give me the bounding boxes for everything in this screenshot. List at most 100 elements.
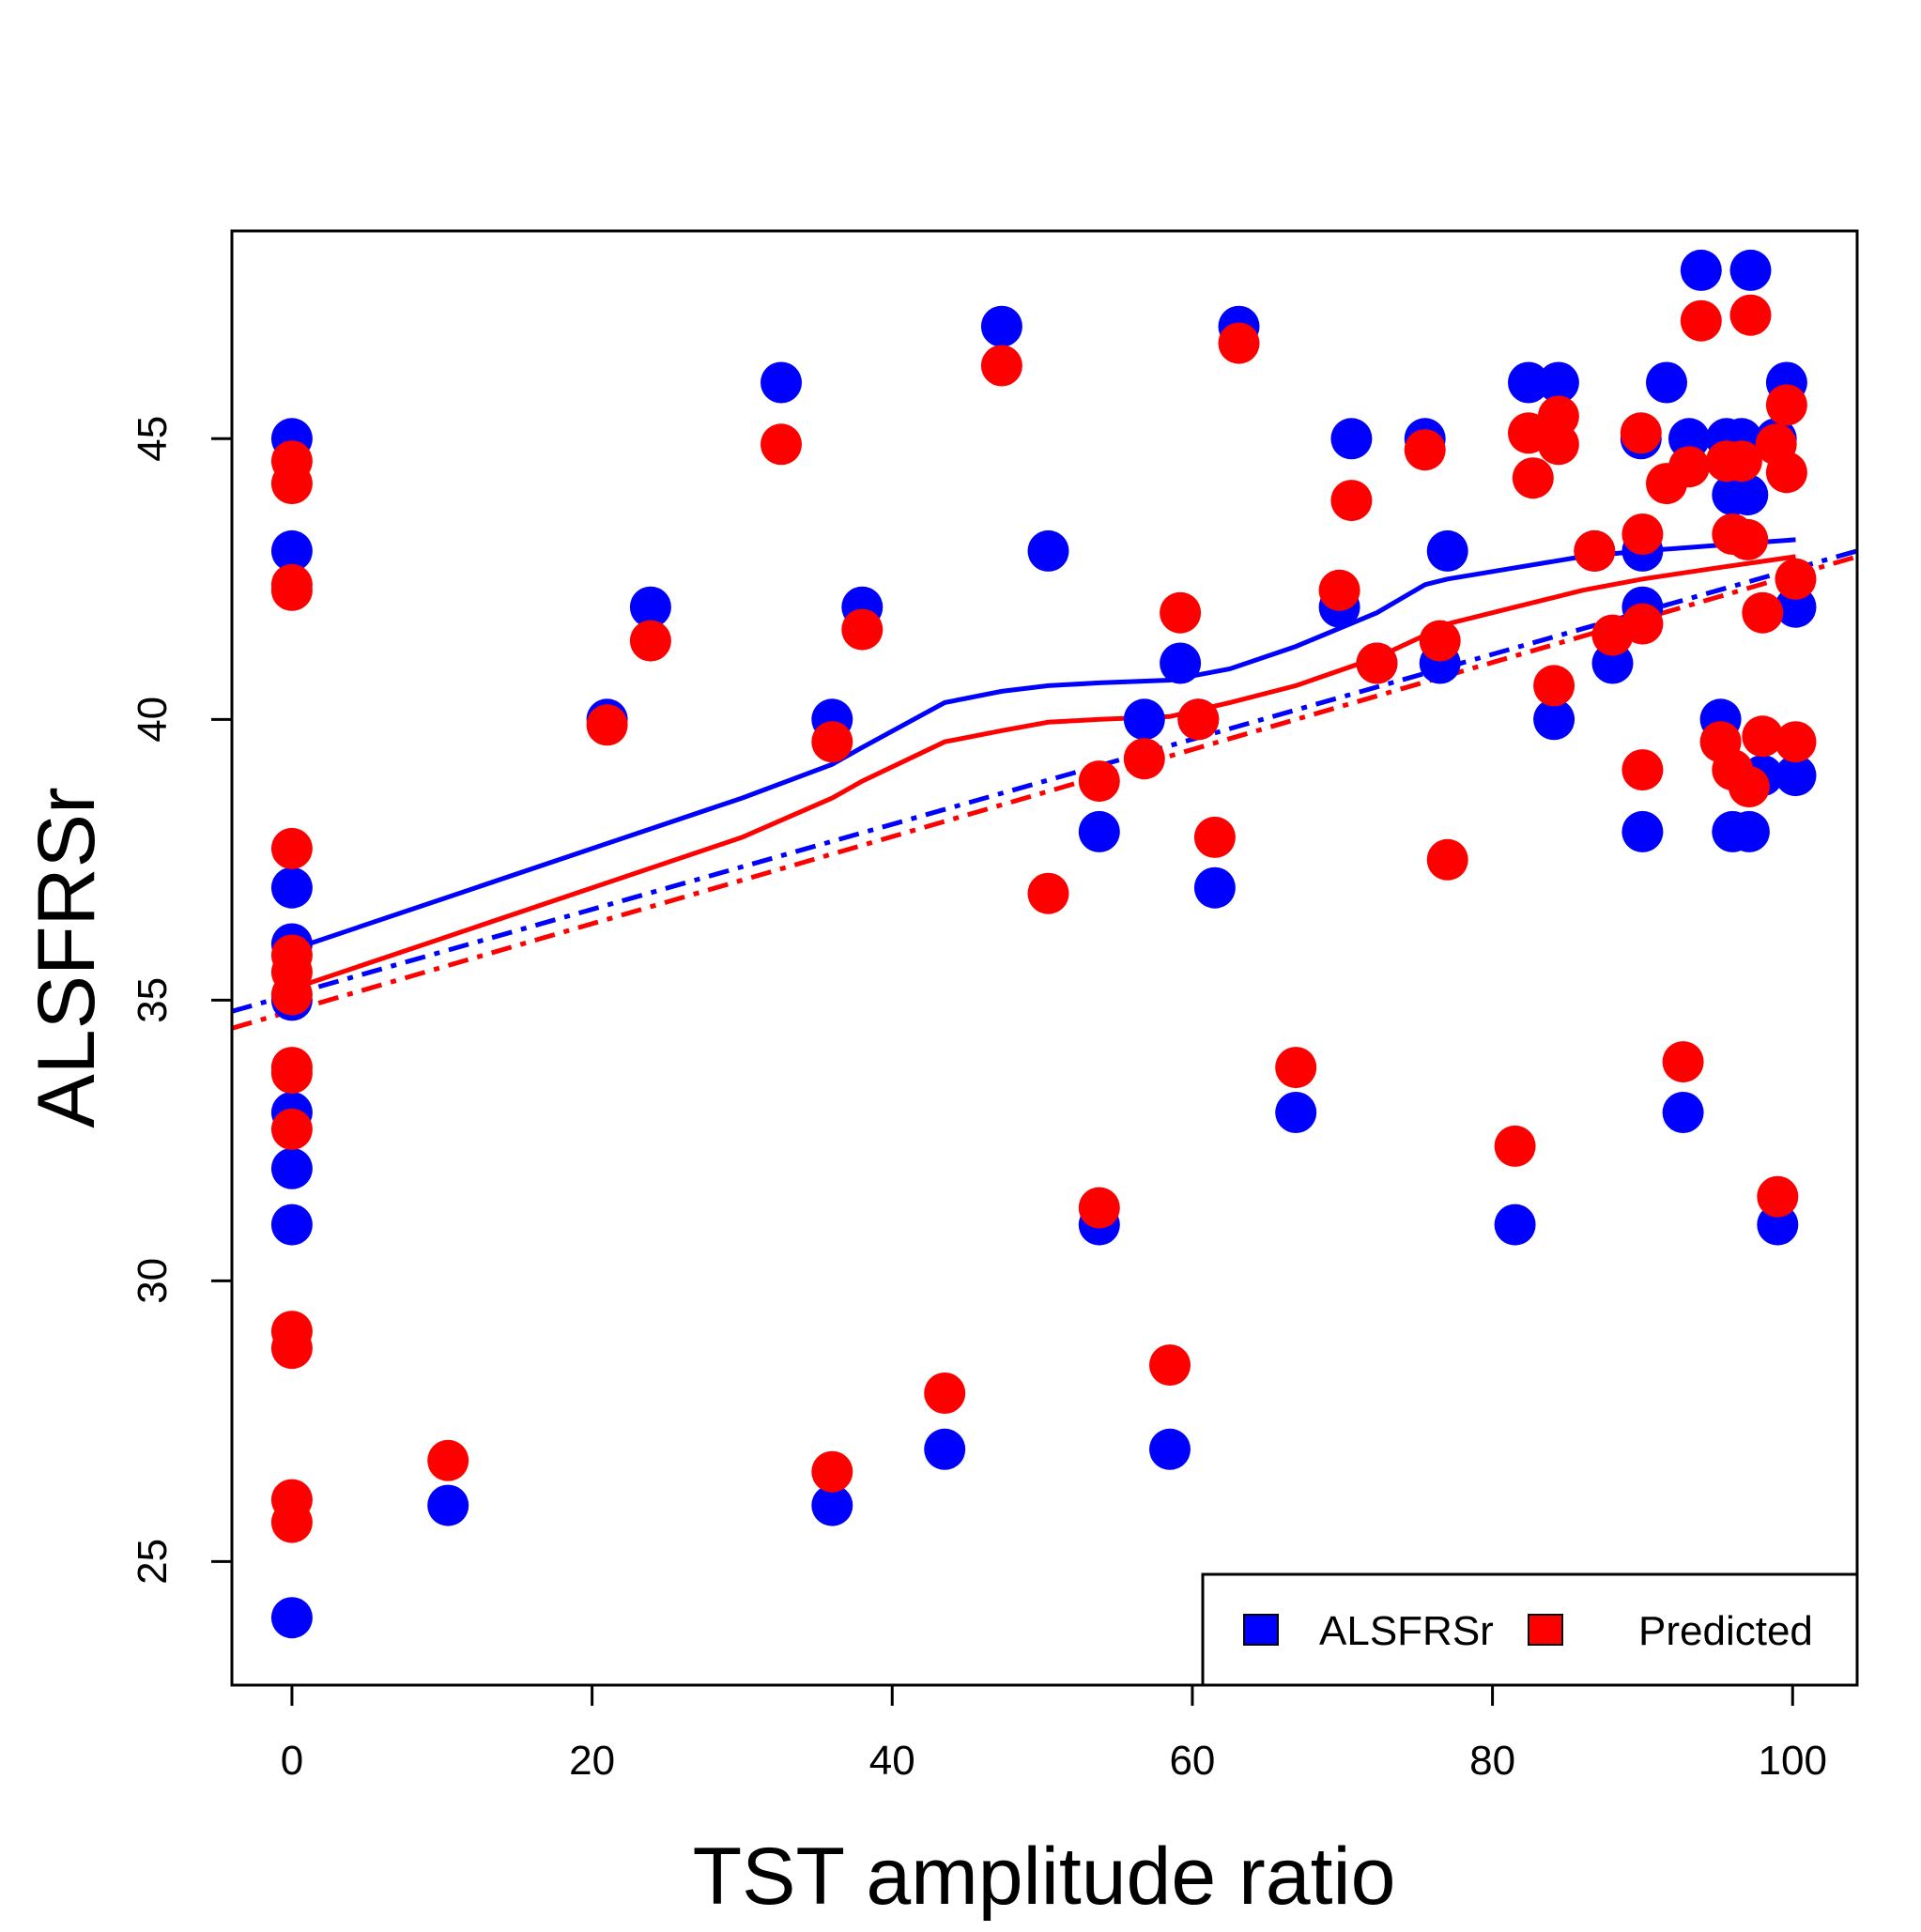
point-predicted xyxy=(1193,816,1236,858)
point-alsfrsr xyxy=(1027,529,1069,572)
point-predicted xyxy=(1728,766,1770,808)
point-alsfrsr xyxy=(811,1484,853,1526)
point-alsfrsr xyxy=(924,1428,966,1470)
point-alsfrsr xyxy=(270,1597,313,1639)
data-points xyxy=(270,249,1817,1639)
point-alsfrsr xyxy=(1193,866,1236,909)
point-predicted xyxy=(1426,838,1468,881)
point-alsfrsr xyxy=(1662,1092,1704,1133)
point-alsfrsr xyxy=(1680,249,1722,291)
trend-line-predicted-dash-dot xyxy=(231,554,1858,1031)
point-predicted xyxy=(1620,412,1662,454)
point-predicted xyxy=(1149,1344,1191,1387)
legend: ALSFRSr Predicted xyxy=(1201,1572,1859,1687)
point-alsfrsr xyxy=(270,529,313,572)
point-predicted xyxy=(1775,558,1817,600)
point-predicted xyxy=(1123,738,1165,780)
point-predicted xyxy=(1160,591,1202,634)
point-predicted xyxy=(1533,665,1575,707)
point-predicted xyxy=(270,1052,313,1095)
point-alsfrsr xyxy=(1646,361,1687,404)
point-predicted xyxy=(841,608,884,651)
point-predicted xyxy=(270,974,313,1016)
point-predicted xyxy=(1275,1047,1317,1089)
point-predicted xyxy=(1765,384,1807,426)
point-alsfrsr xyxy=(1621,810,1664,852)
y-axis: 25 30 35 40 45 xyxy=(130,416,232,1585)
point-alsfrsr xyxy=(629,586,671,628)
point-alsfrsr xyxy=(270,866,313,909)
point-predicted xyxy=(1177,698,1220,741)
plot-frame xyxy=(230,229,1859,1687)
point-predicted xyxy=(1727,518,1769,560)
point-predicted xyxy=(811,721,853,763)
point-predicted xyxy=(1537,423,1579,466)
point-alsfrsr xyxy=(1729,249,1772,291)
x-tick-label: 60 xyxy=(1169,1738,1215,1784)
point-predicted xyxy=(980,345,1022,387)
point-alsfrsr xyxy=(1533,698,1575,741)
point-predicted xyxy=(1742,715,1784,758)
point-predicted xyxy=(270,569,313,611)
point-alsfrsr xyxy=(1426,529,1468,572)
point-alsfrsr xyxy=(1149,1428,1191,1470)
point-predicted xyxy=(427,1439,469,1481)
x-tick-label: 40 xyxy=(869,1738,915,1784)
trend-lines xyxy=(231,537,1858,1031)
point-predicted xyxy=(1356,642,1398,684)
legend-swatch-predicted xyxy=(1528,1614,1563,1646)
point-alsfrsr xyxy=(270,1147,313,1189)
point-predicted xyxy=(1494,1125,1536,1167)
point-predicted xyxy=(1720,440,1762,483)
point-alsfrsr xyxy=(1727,474,1769,516)
point-predicted xyxy=(270,827,313,869)
x-axis: 0 20 40 60 80 100 xyxy=(281,1685,1827,1784)
point-alsfrsr xyxy=(270,1204,313,1246)
point-predicted xyxy=(1757,1175,1799,1218)
point-predicted xyxy=(1078,1187,1120,1229)
point-alsfrsr xyxy=(1494,1204,1536,1246)
point-alsfrsr xyxy=(1275,1092,1317,1133)
point-alsfrsr xyxy=(1123,698,1165,741)
y-tick-label: 35 xyxy=(130,977,176,1023)
point-alsfrsr xyxy=(1078,810,1120,852)
point-predicted xyxy=(1775,721,1817,763)
point-alsfrsr xyxy=(1508,361,1549,404)
point-predicted xyxy=(270,1327,313,1370)
trend-line-alsfrsr-dash-dot xyxy=(231,548,1858,1014)
point-predicted xyxy=(1680,299,1722,342)
point-predicted xyxy=(270,1501,313,1543)
point-predicted xyxy=(270,463,313,505)
point-predicted xyxy=(629,620,671,662)
x-tick-label: 80 xyxy=(1469,1738,1515,1784)
point-predicted xyxy=(1318,569,1360,611)
point-predicted xyxy=(1662,1041,1704,1083)
x-tick-label: 20 xyxy=(569,1738,615,1784)
legend-label-alsfrsr: ALSFRSr xyxy=(1319,1608,1494,1654)
y-tick-label: 25 xyxy=(130,1539,176,1585)
point-alsfrsr xyxy=(761,361,802,404)
legend-swatch-alsfrsr xyxy=(1243,1614,1279,1646)
point-alsfrsr xyxy=(1537,361,1579,404)
point-alsfrsr xyxy=(980,305,1022,347)
point-predicted xyxy=(1574,529,1616,572)
point-alsfrsr xyxy=(1728,810,1770,852)
x-tick-label: 0 xyxy=(281,1738,303,1784)
trend-line-predicted-solid xyxy=(291,554,1796,991)
point-predicted xyxy=(270,1108,313,1150)
y-tick-label: 30 xyxy=(130,1258,176,1304)
point-predicted xyxy=(586,704,628,746)
point-predicted xyxy=(1512,457,1554,499)
point-predicted xyxy=(1419,620,1461,662)
point-predicted xyxy=(1218,322,1260,364)
point-predicted xyxy=(1621,603,1664,645)
point-alsfrsr xyxy=(1775,755,1817,797)
legend-label-predicted: Predicted xyxy=(1638,1608,1813,1654)
y-tick-label: 45 xyxy=(130,416,176,462)
point-predicted xyxy=(1742,591,1784,634)
point-predicted xyxy=(761,423,802,466)
y-tick-label: 40 xyxy=(130,697,176,743)
point-alsfrsr xyxy=(1160,642,1202,684)
y-axis-title: ALSFRSr xyxy=(22,787,112,1127)
